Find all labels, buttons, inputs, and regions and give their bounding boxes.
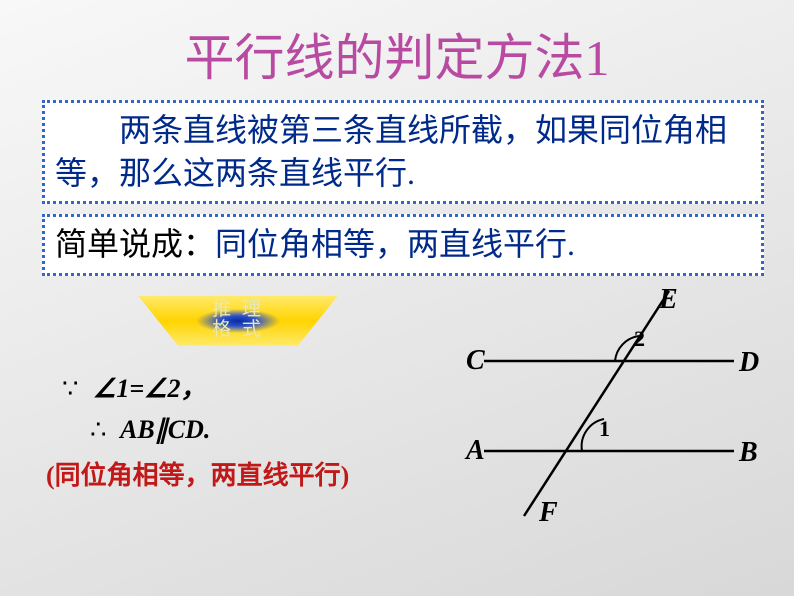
summary-prefix: 简单说成： <box>55 226 215 262</box>
left-column: 推 理 格 式 ∵ ∠1=∠2， ∴ AB∥CD. (同位角相等，两直线平行) <box>42 286 434 531</box>
theorem-text: 两条直线被第三条直线所截，如果同位角相等，那么这两条直线平行. <box>55 112 727 191</box>
badge-text: 推 理 格 式 <box>138 300 338 342</box>
therefore-sym: ∴ <box>90 415 107 444</box>
label-B: B <box>738 437 758 468</box>
label-A: A <box>464 435 485 466</box>
badge-wrap: 推 理 格 式 <box>42 296 434 356</box>
label-F: F <box>538 497 558 526</box>
title-text: 平行线的判定方法1 <box>185 30 610 86</box>
angle2-label: 2 <box>634 326 645 351</box>
page-title: 平行线的判定方法1 <box>0 0 794 90</box>
theorem-box: 两条直线被第三条直线所截，如果同位角相等，那么这两条直线平行. <box>42 100 764 204</box>
because-sym: ∵ <box>62 374 79 403</box>
geometry-diagram: C D A B E F 2 1 <box>434 286 764 526</box>
right-column: C D A B E F 2 1 <box>434 286 764 531</box>
label-C: C <box>466 345 485 376</box>
angle1-label: 1 <box>599 416 610 441</box>
content-row: 推 理 格 式 ∵ ∠1=∠2， ∴ AB∥CD. (同位角相等，两直线平行) … <box>0 286 794 531</box>
conclusion-text: AB∥CD. <box>120 415 210 444</box>
reasoning-badge: 推 理 格 式 <box>138 296 338 346</box>
given-text: ∠1=∠2， <box>93 374 206 403</box>
line-EF <box>524 291 669 516</box>
label-E: E <box>658 286 678 315</box>
summary-body: 同位角相等，两直线平行. <box>215 226 575 262</box>
proof-conclusion: ∴ AB∥CD. <box>90 415 434 445</box>
proof-given: ∵ ∠1=∠2， <box>62 368 434 405</box>
summary-box: 简单说成：同位角相等，两直线平行. <box>42 214 764 275</box>
label-D: D <box>738 347 759 378</box>
proof-reason: (同位角相等，两直线平行) <box>46 455 434 492</box>
